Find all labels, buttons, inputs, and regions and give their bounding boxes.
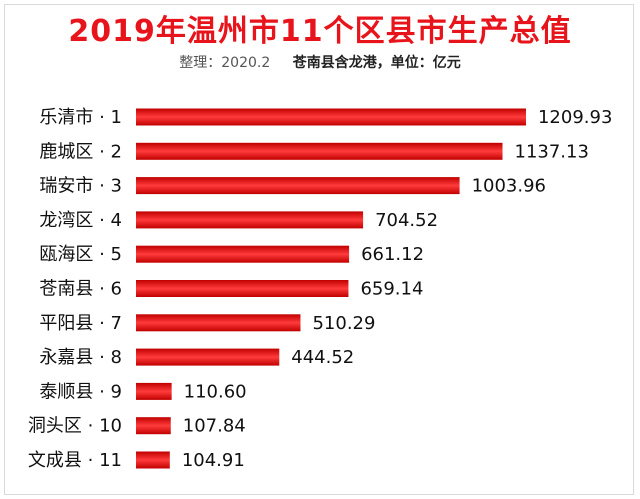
value-label-8: 444.52 [291, 347, 354, 368]
bar-6 [136, 280, 349, 297]
bar-10 [136, 417, 171, 435]
subtitle-note: 苍南县含龙港，单位：亿元 [292, 55, 461, 71]
value-label-2: 1137.13 [515, 141, 589, 162]
category-label-8: 永嘉县 · 8 [39, 347, 122, 368]
bar-1 [136, 108, 526, 126]
category-label-5: 瓯海区 · 5 [39, 244, 122, 265]
value-label-3: 1003.96 [472, 176, 546, 197]
category-label-2: 鹿城区 · 2 [39, 141, 122, 162]
value-label-7: 510.29 [312, 313, 375, 334]
category-labels: 乐清市 · 1 鹿城区 · 2 瑞安市 · 3 龙湾区 · 4 瓯海区 · 5 苍南县 ·… [28, 107, 122, 471]
chart-title: 2019年温州市11个区县市生产总值 [68, 14, 572, 49]
value-label-4: 704.52 [375, 210, 438, 231]
category-label-4: 龙湾区 · 4 [39, 210, 122, 231]
bar-3 [136, 177, 460, 195]
chart-subtitle: 整理：2020.2 苍南县含龙港，单位：亿元 [0, 52, 640, 72]
bar-11 [136, 451, 170, 469]
value-label-10: 107.84 [183, 416, 246, 437]
bar-4 [136, 211, 364, 229]
value-label-6: 659.14 [360, 279, 423, 300]
category-label-7: 平阳县 · 7 [39, 313, 122, 334]
category-label-9: 泰顺县 · 9 [39, 381, 122, 402]
category-label-3: 瑞安市 · 3 [39, 176, 122, 197]
value-label-1: 1209.93 [538, 107, 612, 128]
bar-2 [136, 142, 503, 160]
chart-frame [4, 4, 634, 495]
category-label-10: 洞头区 · 10 [28, 416, 122, 437]
subtitle-date: 整理：2020.2 [179, 55, 271, 71]
category-label-6: 苍南县 · 6 [39, 279, 122, 300]
value-label-5: 661.12 [361, 244, 424, 265]
bar-9 [136, 382, 172, 400]
value-label-11: 104.91 [182, 450, 245, 471]
bars-group [136, 108, 526, 469]
bar-5 [136, 245, 350, 263]
value-label-9: 110.60 [184, 381, 247, 402]
category-label-11: 文成县 · 11 [28, 450, 122, 471]
bar-7 [136, 314, 301, 332]
bar-8 [136, 348, 280, 366]
category-label-1: 乐清市 · 1 [39, 107, 122, 128]
value-labels: 1209.93 1137.13 1003.96 704.52 661.12 659.14 5… [182, 107, 613, 471]
